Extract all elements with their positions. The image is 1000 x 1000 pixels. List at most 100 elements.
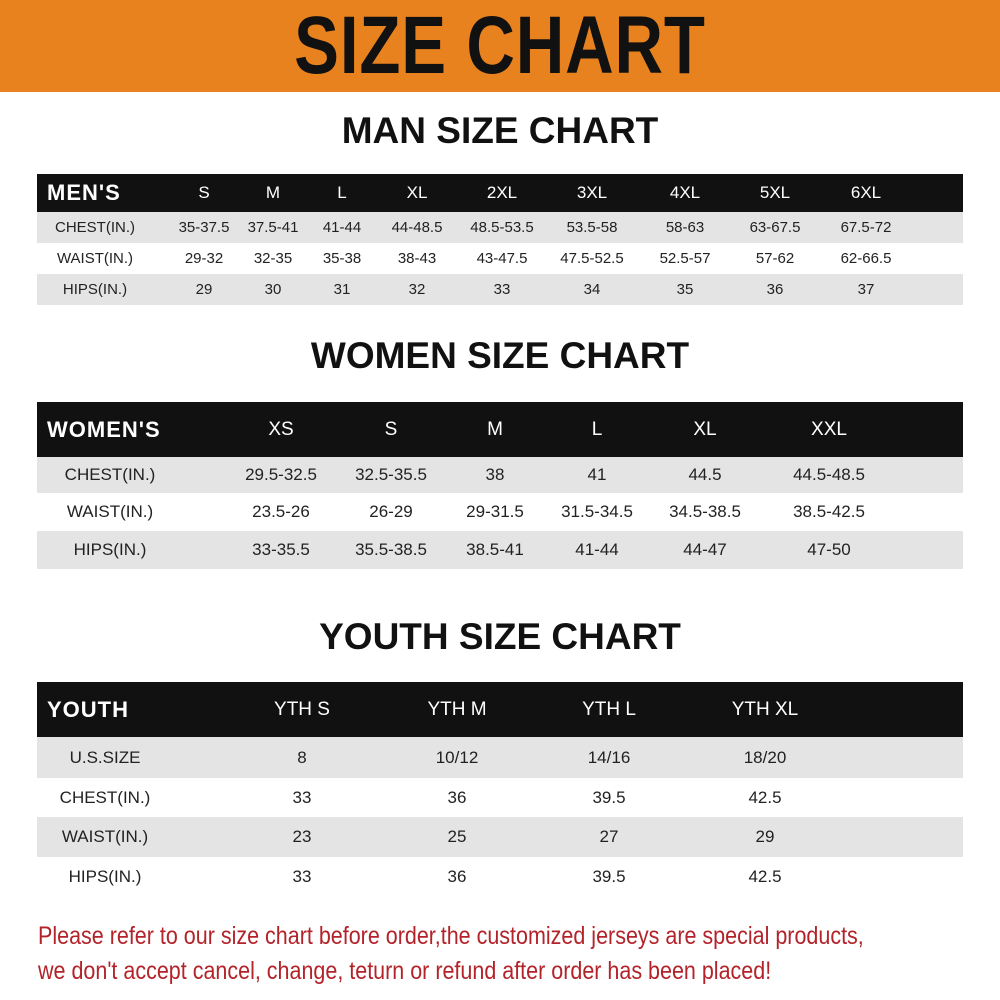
size-value: 36 xyxy=(447,867,467,886)
size-value: 14/16 xyxy=(587,747,631,767)
size-value: 52.5-57 xyxy=(659,250,711,267)
size-value: 29 xyxy=(195,281,213,298)
size-header: 4XL xyxy=(669,183,701,202)
size-value: 39.5 xyxy=(592,787,626,807)
measure-label: WAIST(IN.) xyxy=(61,827,149,846)
size-value: 35 xyxy=(676,281,694,298)
size-value: 27 xyxy=(599,827,619,846)
size-value: 33 xyxy=(493,281,511,298)
size-value: 35-37.5 xyxy=(178,219,230,236)
size-value: 44-48.5 xyxy=(391,219,443,236)
table-row: CHEST(IN.) 35-37.5 37.5-41 41-44 44-48.5 48.5… xyxy=(37,212,963,243)
size-value: 32.5-35.5 xyxy=(355,465,427,484)
size-value: 29 xyxy=(755,827,775,846)
size-value: 37.5-41 xyxy=(247,219,299,236)
size-value: 41 xyxy=(587,465,607,484)
size-value: 32 xyxy=(408,281,426,298)
size-value: 38-43 xyxy=(397,250,437,267)
size-value: 67.5-72 xyxy=(840,219,892,236)
size-value: 41-44 xyxy=(322,219,362,236)
table-row: WAIST(IN.) 23.5-26 26-29 29-31.5 31.5-34.5 34… xyxy=(37,493,963,531)
notice-line-1: Please refer to our size chart before or… xyxy=(38,922,864,950)
table-row: HIPS(IN.) 29 30 31 32 33 34 35 36 37 xyxy=(37,274,963,305)
measure-label: WAIST(IN.) xyxy=(56,250,134,267)
youth-size-table: YOUTH YTH S YTH M YTH L YTH XL U.S.SIZE 8 10/12… xyxy=(37,682,963,897)
size-value: 44.5-48.5 xyxy=(793,465,865,484)
size-value: 57-62 xyxy=(755,250,795,267)
table-row: U.S.SIZE 8 10/12 14/16 18/20 xyxy=(37,737,963,778)
measure-label: CHEST(IN.) xyxy=(59,787,151,807)
table-row: CHEST(IN.) 33 36 39.5 42.5 xyxy=(37,778,963,817)
measure-label: U.S.SIZE xyxy=(69,747,141,767)
size-value: 29.5-32.5 xyxy=(245,465,317,484)
size-header: L xyxy=(591,418,603,440)
measure-label: HIPS(IN.) xyxy=(73,540,147,559)
notice-line-2: we don't accept cancel, change, teturn o… xyxy=(38,957,772,985)
size-value: 34.5-38.5 xyxy=(669,502,741,521)
header-row: YOUTH YTH S YTH M YTH L YTH XL xyxy=(37,682,963,737)
header-row: MEN'S S M L XL 2XL 3XL 4XL 5XL 6XL xyxy=(37,174,963,212)
table-row: CHEST(IN.) 29.5-32.5 32.5-35.5 38 41 44.5 44.5… xyxy=(37,457,963,493)
size-value: 44-47 xyxy=(683,540,727,559)
youth-section-title: YOUTH SIZE CHART xyxy=(319,616,681,657)
page-title: SIZE CHART xyxy=(294,0,706,91)
women-size-table: WOMEN'S XS S M L XL XXL CHEST(IN.) 29.5-32.5 32.5… xyxy=(37,402,963,569)
size-header: M xyxy=(487,418,503,440)
size-value: 47-50 xyxy=(807,540,851,559)
size-header: XL xyxy=(693,418,717,440)
size-value: 43-47.5 xyxy=(476,250,528,267)
men-section-title: MAN SIZE CHART xyxy=(341,110,659,151)
size-value: 42.5 xyxy=(748,867,782,886)
size-value: 29-31.5 xyxy=(466,502,524,521)
size-value: 25 xyxy=(447,827,467,846)
table-row: WAIST(IN.) 29-32 32-35 35-38 38-43 43-47.5 47.… xyxy=(37,243,963,274)
measure-label: HIPS(IN.) xyxy=(68,867,142,886)
size-value: 48.5-53.5 xyxy=(470,219,534,236)
size-value: 33-35.5 xyxy=(252,540,310,559)
measure-label: CHEST(IN.) xyxy=(64,465,156,484)
size-value: 33 xyxy=(292,787,312,807)
size-value: 29-32 xyxy=(184,250,224,267)
size-value: 37 xyxy=(857,281,875,298)
table-title-cell: MEN'S xyxy=(47,180,121,205)
size-header: 5XL xyxy=(759,183,791,202)
size-header: XS xyxy=(268,418,294,440)
size-value: 33 xyxy=(292,867,312,886)
table-title-cell: YOUTH xyxy=(47,696,129,722)
size-header: XL xyxy=(406,183,428,202)
size-value: 23 xyxy=(292,827,312,846)
measure-label: WAIST(IN.) xyxy=(66,502,154,521)
size-header: S xyxy=(198,183,210,202)
size-value: 30 xyxy=(264,281,282,298)
size-header: YTH XL xyxy=(731,698,799,720)
size-header: S xyxy=(384,418,398,440)
size-value: 62-66.5 xyxy=(840,250,892,267)
size-header: 6XL xyxy=(850,183,882,202)
size-value: 36 xyxy=(766,281,784,298)
size-value: 36 xyxy=(447,787,467,807)
size-header: M xyxy=(265,183,281,202)
table-row: WAIST(IN.) 23 25 27 29 xyxy=(37,817,963,857)
table-title-cell: WOMEN'S xyxy=(47,416,161,442)
size-value: 8 xyxy=(297,747,307,767)
size-value: 53.5-58 xyxy=(566,219,618,236)
size-value: 42.5 xyxy=(748,787,782,807)
size-header: 2XL xyxy=(486,183,518,202)
header-row: WOMEN'S XS S M L XL XXL xyxy=(37,402,963,457)
size-value: 38.5-41 xyxy=(466,540,524,559)
measure-label: HIPS(IN.) xyxy=(62,281,128,298)
size-header: YTH M xyxy=(427,698,487,720)
size-value: 63-67.5 xyxy=(749,219,801,236)
size-chart-banner: SIZE CHART xyxy=(0,0,1000,92)
size-value: 38 xyxy=(485,465,505,484)
size-value: 23.5-26 xyxy=(252,502,310,521)
size-header: L xyxy=(337,183,347,202)
size-header: YTH L xyxy=(582,698,636,720)
table-row: HIPS(IN.) 33-35.5 35.5-38.5 38.5-41 41-44 44-… xyxy=(37,531,963,569)
table-row: HIPS(IN.) 33 36 39.5 42.5 xyxy=(37,857,963,897)
size-value: 38.5-42.5 xyxy=(793,502,865,521)
size-value: 58-63 xyxy=(665,219,705,236)
size-value: 35.5-38.5 xyxy=(355,540,427,559)
women-section-title: WOMEN SIZE CHART xyxy=(310,335,690,376)
size-value: 34 xyxy=(583,281,601,298)
